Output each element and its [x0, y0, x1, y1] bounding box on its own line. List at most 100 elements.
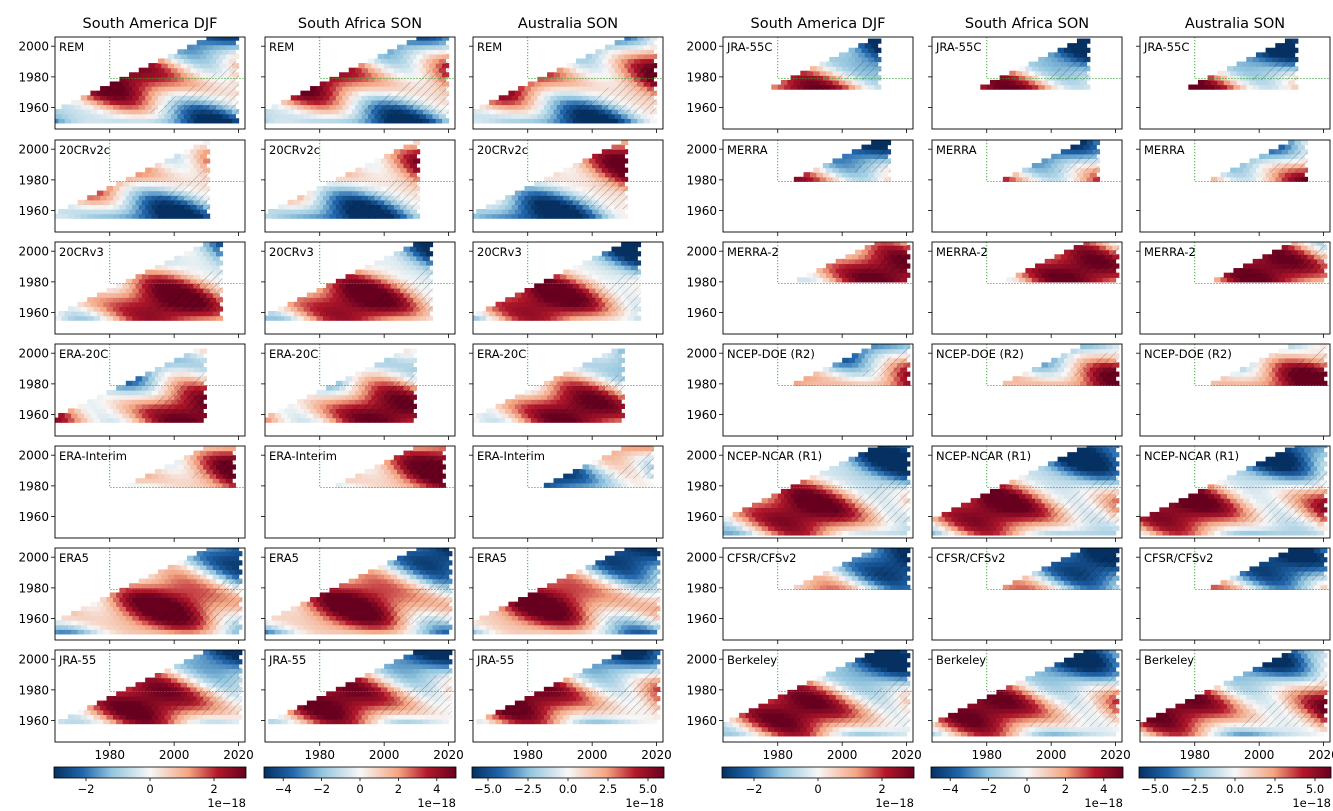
cell — [585, 385, 593, 391]
cell — [196, 76, 204, 83]
cell — [322, 306, 331, 312]
cell — [193, 274, 201, 280]
cell — [319, 592, 327, 598]
cell — [358, 376, 366, 382]
cell — [387, 696, 395, 702]
cell — [116, 283, 124, 289]
dataset-label: 20CRv2c — [269, 143, 320, 157]
cell — [400, 659, 408, 665]
cell — [187, 367, 195, 373]
cell — [569, 482, 577, 488]
cell — [409, 209, 417, 215]
cell — [332, 691, 340, 697]
cell — [229, 542, 236, 547]
cell — [540, 109, 548, 115]
cell — [355, 113, 363, 119]
cell — [495, 109, 503, 115]
cell — [540, 90, 548, 96]
cell — [177, 260, 185, 266]
cell — [534, 283, 542, 289]
cell — [579, 209, 587, 215]
cell — [300, 301, 308, 307]
cell — [553, 283, 561, 289]
cell — [277, 615, 285, 621]
panel-20crv2c-1: 20CRv2c — [261, 139, 456, 236]
cell — [90, 719, 98, 725]
cell — [364, 190, 372, 196]
cell — [167, 72, 175, 78]
cell — [345, 172, 353, 178]
cell — [335, 390, 343, 396]
cell — [345, 181, 353, 187]
cell — [138, 86, 146, 92]
cell — [125, 606, 133, 612]
cell — [473, 213, 474, 219]
cell — [605, 469, 613, 475]
cell — [187, 209, 195, 215]
cell — [498, 417, 506, 423]
cell — [151, 176, 159, 182]
cell — [534, 118, 542, 124]
cell — [310, 113, 318, 119]
cell — [393, 560, 401, 566]
cell — [161, 99, 169, 106]
cell — [543, 95, 551, 101]
cell — [183, 677, 191, 683]
cell — [326, 181, 334, 187]
cell — [103, 403, 111, 409]
cell — [93, 315, 101, 321]
cell — [164, 176, 172, 182]
cell — [183, 597, 191, 603]
cell — [361, 714, 369, 720]
cell — [342, 176, 350, 182]
cell — [154, 574, 162, 580]
cell — [154, 413, 162, 419]
cell — [601, 464, 609, 470]
cell — [572, 81, 580, 87]
cell — [310, 408, 318, 414]
cell — [598, 265, 606, 271]
cell — [306, 719, 314, 725]
cell — [374, 390, 382, 396]
cell — [413, 446, 421, 452]
cell — [306, 301, 314, 307]
cell — [387, 49, 395, 55]
cell — [174, 413, 182, 419]
cell — [100, 204, 108, 210]
cell — [611, 311, 619, 317]
cell — [371, 469, 379, 475]
cell — [358, 691, 366, 697]
cell — [161, 629, 169, 635]
cell — [566, 478, 574, 484]
cell — [193, 209, 201, 215]
cell — [161, 700, 169, 706]
cell — [426, 578, 434, 584]
cell — [138, 306, 146, 312]
cell — [277, 306, 285, 312]
cell — [174, 592, 182, 598]
cell — [355, 297, 363, 303]
cell — [364, 63, 372, 69]
cell — [485, 213, 493, 219]
cell — [384, 663, 392, 669]
cell — [71, 109, 79, 115]
cell — [138, 76, 146, 83]
cell — [145, 417, 153, 423]
y-tick-label: 1980 — [18, 479, 49, 493]
cell — [109, 311, 117, 317]
cell — [177, 473, 185, 479]
cell — [617, 44, 625, 50]
cell — [161, 691, 169, 697]
cell — [374, 278, 382, 284]
cell — [300, 403, 308, 409]
cell — [608, 113, 616, 119]
cell — [87, 714, 95, 720]
cell — [595, 67, 603, 73]
cell — [364, 700, 372, 706]
cell — [170, 606, 178, 612]
cell — [530, 204, 539, 210]
cell — [387, 213, 395, 219]
cell — [550, 176, 558, 182]
dataset-label: 20CRv3 — [59, 245, 104, 259]
